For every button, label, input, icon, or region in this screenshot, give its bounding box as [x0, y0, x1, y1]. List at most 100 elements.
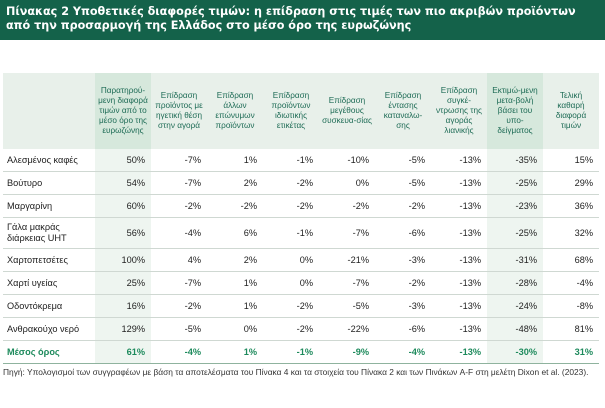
- cell-value: -2%: [263, 194, 319, 218]
- cell-value: -1%: [263, 340, 319, 364]
- cell-value: 32%: [543, 217, 599, 249]
- cell-value: -4%: [543, 271, 599, 295]
- cell-value: 81%: [543, 317, 599, 341]
- row-label: Χαρτί υγείας: [3, 271, 95, 295]
- cell-value: -13%: [431, 340, 487, 364]
- table-row: Γάλα μακράς διάρκειας UHT 56% -4% 6% -1% -7% -…: [3, 217, 599, 249]
- cell-value: -5%: [375, 149, 431, 172]
- price-differences-table: Παρατηρού-μενη διαφορά τιμών από το μέσο…: [3, 73, 599, 364]
- cell-value: -13%: [431, 248, 487, 272]
- row-label: Χαρτοπετσέτες: [3, 248, 95, 272]
- table-row: Αλεσμένος καφές 50% -7% 1% -1% -10% -5% -13% -35…: [3, 149, 599, 172]
- cell-value: -35%: [487, 149, 543, 172]
- cell-value: -13%: [431, 149, 487, 172]
- row-label: Αλεσμένος καφές: [3, 149, 95, 172]
- cell-value: -13%: [431, 171, 487, 195]
- cell-value: 0%: [207, 317, 263, 341]
- cell-value: 2%: [207, 171, 263, 195]
- cell-value: -28%: [487, 271, 543, 295]
- header-consumption-intensity-effect: Επίδραση έντασης καταναλω-σης: [375, 73, 431, 149]
- table-title: Πίνακας 2 Υποθετικές διαφορές τιμών: η ε…: [0, 0, 605, 40]
- cell-value: -7%: [151, 271, 207, 295]
- cell-value: 29%: [543, 171, 599, 195]
- cell-value: -13%: [431, 194, 487, 218]
- header-observed-difference: Παρατηρού-μενη διαφορά τιμών από το μέσο…: [95, 73, 151, 149]
- cell-value: 15%: [543, 149, 599, 172]
- title-line-2: από την προσαρμογή της Ελλάδος στο μέσο …: [6, 19, 412, 32]
- cell-value: -4%: [151, 340, 207, 364]
- cell-value: -7%: [319, 217, 375, 249]
- cell-value: -7%: [151, 149, 207, 172]
- cell-value: -2%: [263, 317, 319, 341]
- cell-value: -4%: [375, 340, 431, 364]
- cell-value: -48%: [487, 317, 543, 341]
- table-body: Αλεσμένος καφές 50% -7% 1% -1% -10% -5% -13% -35…: [3, 149, 599, 364]
- cell-value: -5%: [319, 294, 375, 318]
- cell-value: 54%: [95, 171, 151, 195]
- header-private-label-effect: Επίδραση προϊόντων ιδιωτικής ετικέτας: [263, 73, 319, 149]
- cell-value: 68%: [543, 248, 599, 272]
- row-label: Οδοντόκρεμα: [3, 294, 95, 318]
- cell-value: -25%: [487, 217, 543, 249]
- cell-value: -7%: [319, 271, 375, 295]
- header-other-brands-effect: Επίδραση άλλων επώνυμων προϊόντων: [207, 73, 263, 149]
- cell-value: 100%: [95, 248, 151, 272]
- cell-value: 4%: [151, 248, 207, 272]
- cell-value: -5%: [151, 317, 207, 341]
- table-row: Χαρτοπετσέτες 100% 4% 2% 0% -21% -3% -13% -31% 68…: [3, 248, 599, 272]
- cell-value: 16%: [95, 294, 151, 318]
- cell-value: 0%: [263, 248, 319, 272]
- cell-value: 61%: [95, 340, 151, 364]
- cell-value: -2%: [151, 294, 207, 318]
- cell-value: -6%: [375, 317, 431, 341]
- row-label: Βούτυρο: [3, 171, 95, 195]
- cell-value: -2%: [207, 194, 263, 218]
- cell-value: -13%: [431, 217, 487, 249]
- table-row: Μαργαρίνη 60% -2% -2% -2% -2% -2% -13% -23% 36%: [3, 194, 599, 218]
- header-leader-product-effect: Επίδραση προϊόντος με ηγετική θέση στην …: [151, 73, 207, 149]
- table-row-total: Μέσος όρος 61% -4% 1% -1% -9% -4% -13% -30% 31%: [3, 340, 599, 364]
- cell-value: -13%: [431, 294, 487, 318]
- cell-value: 6%: [207, 217, 263, 249]
- row-label: Μαργαρίνη: [3, 194, 95, 218]
- cell-value: -1%: [263, 149, 319, 172]
- table-row: Βούτυρο 54% -7% 2% -2% 0% -5% -13% -25% 29%: [3, 171, 599, 195]
- cell-value: 129%: [95, 317, 151, 341]
- cell-value: -3%: [375, 294, 431, 318]
- table-row: Ανθρακούχο νερό 129% -5% 0% -2% -22% -6% -13% -4…: [3, 317, 599, 341]
- cell-value: -2%: [375, 194, 431, 218]
- cell-value: 31%: [543, 340, 599, 364]
- header-row: Παρατηρού-μενη διαφορά τιμών από το μέσο…: [3, 73, 599, 149]
- cell-value: -7%: [151, 171, 207, 195]
- header-blank: [3, 73, 95, 149]
- header-retail-concentration-effect: Επίδραση συγκέ-ντρωσης της αγοράς λιανικ…: [431, 73, 487, 149]
- cell-value: -10%: [319, 149, 375, 172]
- table-row: Χαρτί υγείας 25% -7% 1% 0% -7% -2% -13% -28% -4%: [3, 271, 599, 295]
- cell-value: 56%: [95, 217, 151, 249]
- cell-value: -31%: [487, 248, 543, 272]
- cell-value: 1%: [207, 340, 263, 364]
- row-label: Μέσος όρος: [3, 340, 95, 364]
- cell-value: 2%: [207, 248, 263, 272]
- cell-value: -8%: [543, 294, 599, 318]
- cell-value: -5%: [375, 171, 431, 195]
- cell-value: -2%: [375, 271, 431, 295]
- cell-value: 60%: [95, 194, 151, 218]
- cell-value: 1%: [207, 271, 263, 295]
- cell-value: -13%: [431, 271, 487, 295]
- cell-value: -9%: [319, 340, 375, 364]
- row-label: Ανθρακούχο νερό: [3, 317, 95, 341]
- cell-value: 50%: [95, 149, 151, 172]
- table-row: Οδοντόκρεμα 16% -2% 1% -2% -5% -3% -13% -24% -8%: [3, 294, 599, 318]
- header-model-estimated-change: Εκτιμώ-μενη μετα-βολή βάσει του υπο-δείγ…: [487, 73, 543, 149]
- cell-value: 0%: [319, 171, 375, 195]
- cell-value: -6%: [375, 217, 431, 249]
- header-final-net-difference: Τελική καθαρή διαφορά τιμών: [543, 73, 599, 149]
- cell-value: 36%: [543, 194, 599, 218]
- cell-value: -25%: [487, 171, 543, 195]
- header-package-size-effect: Επίδραση μεγέθους συσκευα-σίας: [319, 73, 375, 149]
- cell-value: -2%: [319, 194, 375, 218]
- cell-value: -21%: [319, 248, 375, 272]
- cell-value: -1%: [263, 217, 319, 249]
- cell-value: -3%: [375, 248, 431, 272]
